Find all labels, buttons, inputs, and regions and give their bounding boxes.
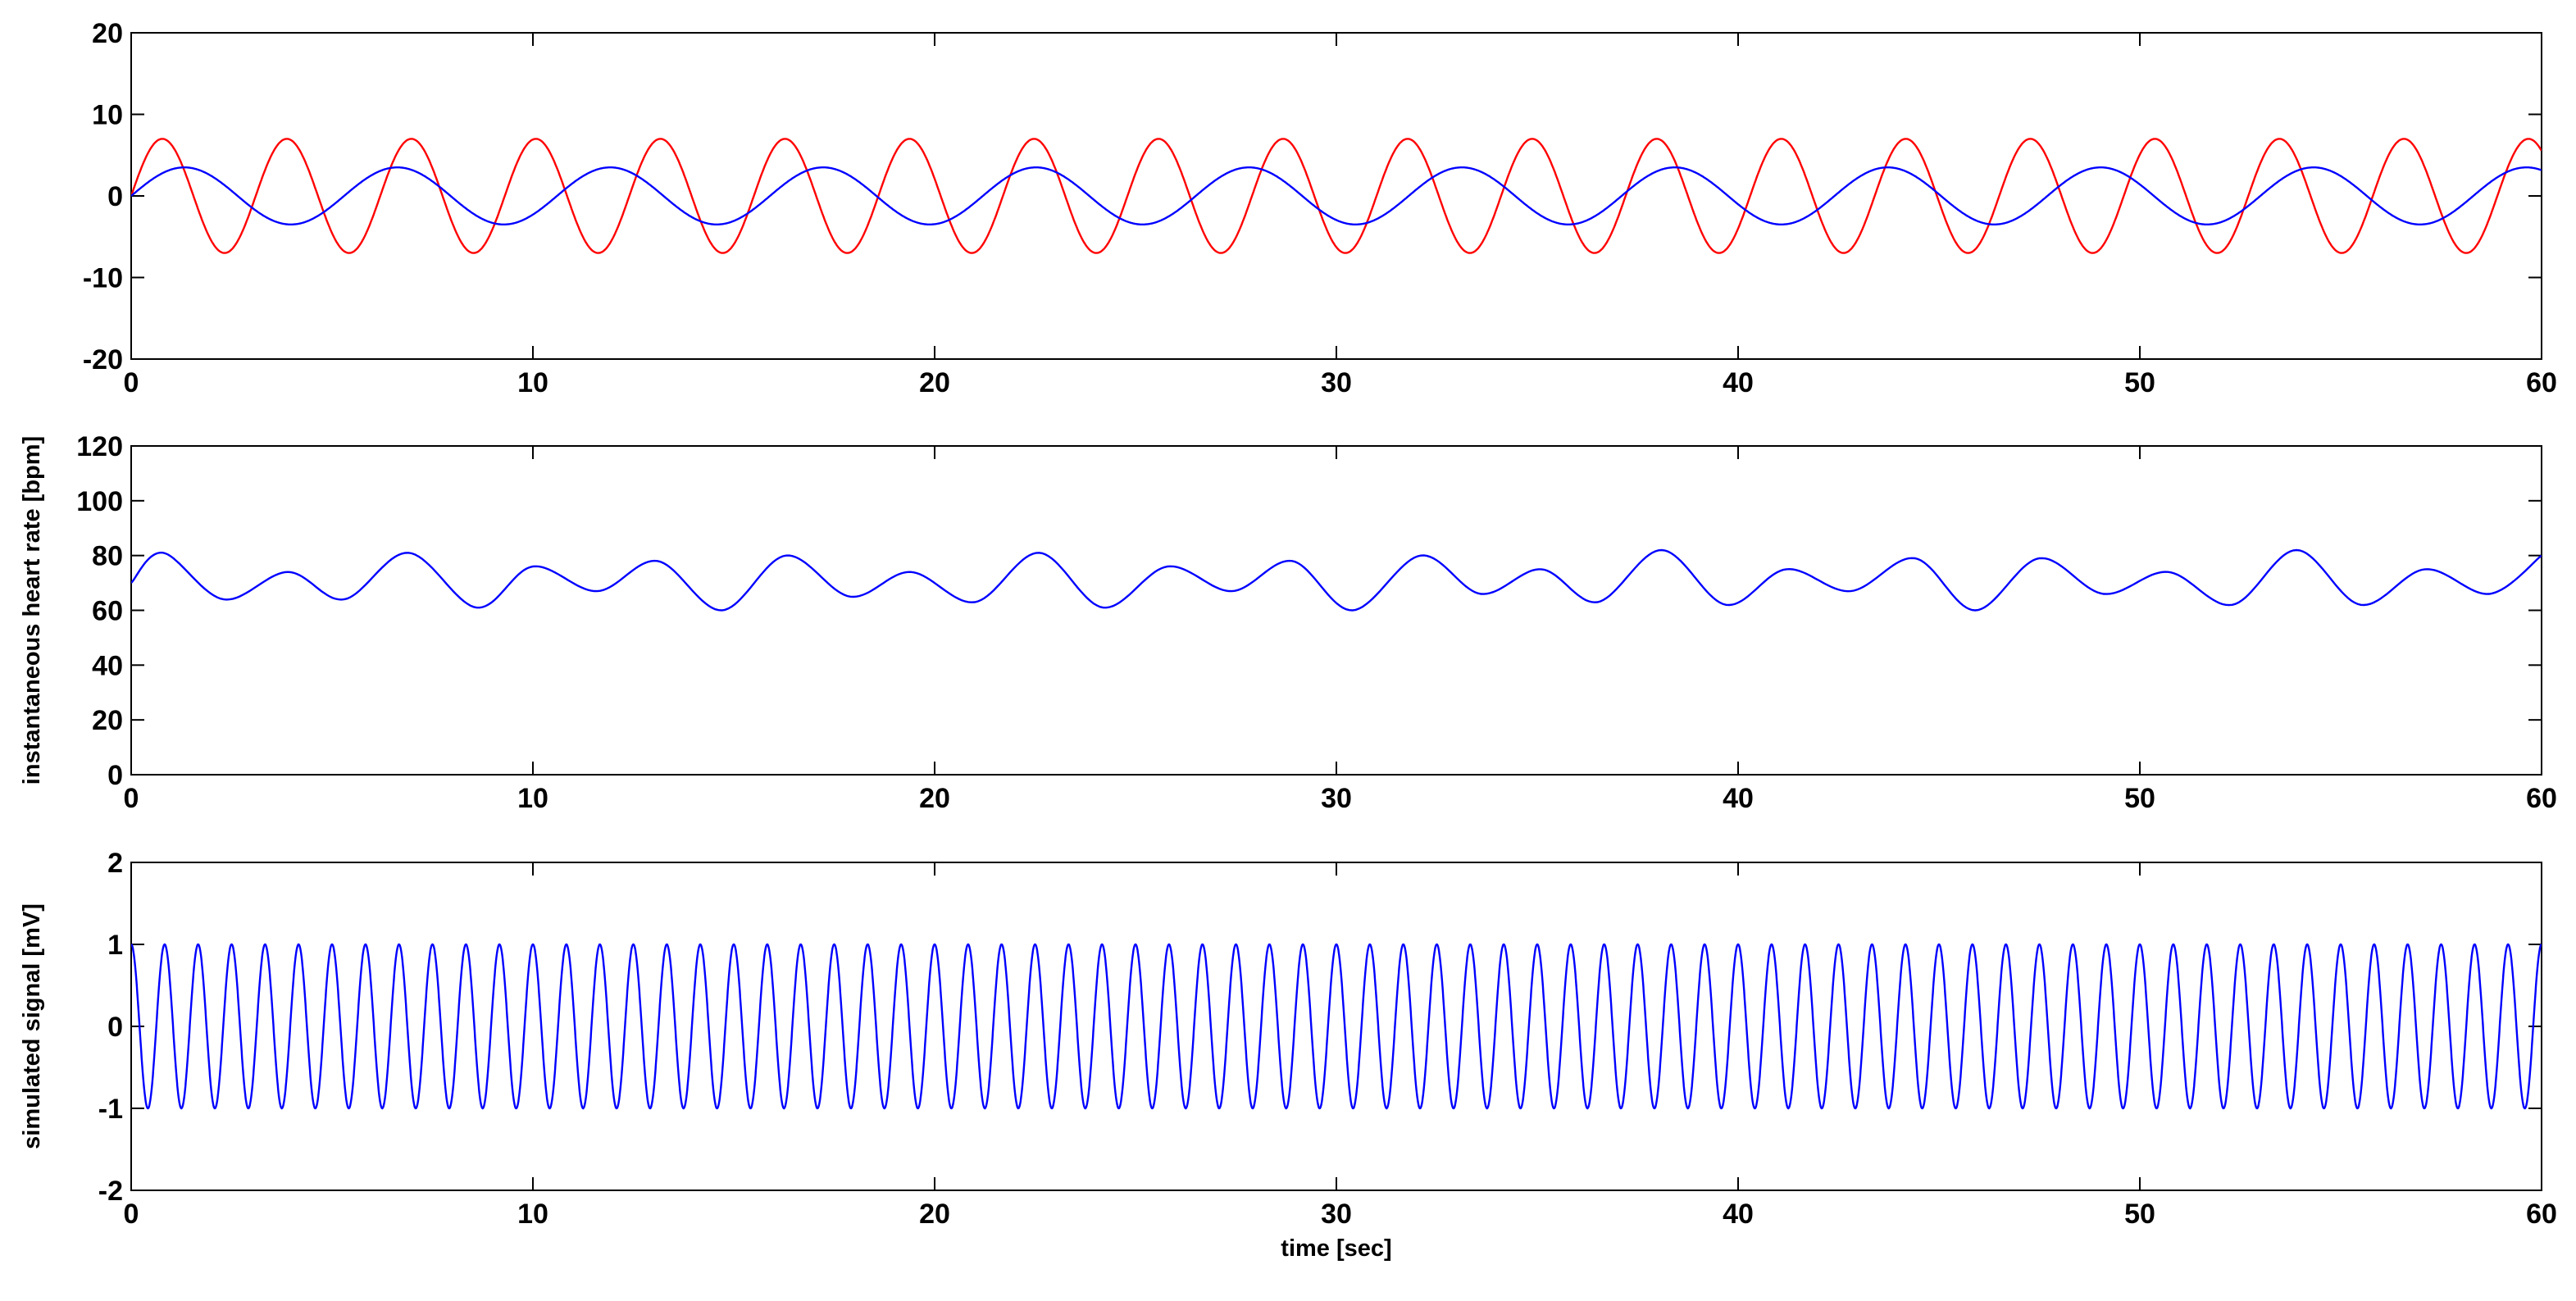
y-tick-label: 120 <box>76 431 123 462</box>
series-line-0 <box>131 548 2542 612</box>
x-tick-label: 40 <box>1723 367 1754 398</box>
y-tick-label: 20 <box>92 705 123 736</box>
y-tick-label: -20 <box>83 344 123 375</box>
y-tick-label: -2 <box>98 1176 123 1207</box>
x-tick-label: 40 <box>1723 783 1754 814</box>
x-tick-label: 20 <box>919 367 950 398</box>
series-line-1 <box>131 166 2542 225</box>
series-group <box>131 138 2542 254</box>
series-line-0 <box>131 943 2542 1110</box>
subplot-simulated-signal: 0 10 20 30 40 50 60 -2 -1 0 1 2 simulated signal [mV… <box>19 848 2557 1262</box>
x-tick-label: 0 <box>124 1199 139 1230</box>
subplot-top-waves: 0 10 20 30 40 50 60 -20 -10 0 10 20 <box>83 18 2557 398</box>
y-tick-label: 1 <box>107 930 123 961</box>
x-axis-label: time [sec] <box>1281 1235 1391 1262</box>
plot-area-frame <box>130 32 2542 360</box>
y-tick-label: 80 <box>92 541 123 572</box>
y-tick-label: 0 <box>107 181 123 212</box>
y-axis-label: simulated signal [mV] <box>19 903 45 1149</box>
x-tick-label: 30 <box>1321 367 1352 398</box>
y-axis-label: instantaneous heart rate [bpm] <box>19 436 45 785</box>
x-tick-label: 60 <box>2526 367 2557 398</box>
x-tick-label: 50 <box>2124 367 2155 398</box>
y-tick-label: 2 <box>107 848 123 879</box>
x-tick-label: 50 <box>2124 1199 2155 1230</box>
plot-area-frame <box>130 445 2542 776</box>
y-tick-label: 100 <box>76 486 123 517</box>
x-tick-label: 50 <box>2124 783 2155 814</box>
y-tick-label: -10 <box>83 263 123 294</box>
y-tick-label: 0 <box>107 1012 123 1043</box>
y-tick-label: 60 <box>92 596 123 627</box>
x-tick-label: 20 <box>919 1199 950 1230</box>
y-tick-label: 20 <box>92 18 123 49</box>
x-tick-label: 30 <box>1321 1199 1352 1230</box>
x-tick-label: 60 <box>2526 1199 2557 1230</box>
x-tick-label: 0 <box>124 783 139 814</box>
x-tick-label: 10 <box>517 783 548 814</box>
y-tick-label: 40 <box>92 650 123 681</box>
subplot-heart-rate: 0 10 20 30 40 50 60 0 20 40 60 80 100 120 instantaneou… <box>19 431 2557 814</box>
plot-area-frame <box>130 862 2542 1191</box>
y-tick-label: -1 <box>98 1094 123 1125</box>
x-tick-label: 30 <box>1321 783 1352 814</box>
x-tick-label: 10 <box>517 367 548 398</box>
x-tick-label: 60 <box>2526 783 2557 814</box>
x-tick-label: 0 <box>124 367 139 398</box>
series-group <box>131 943 2542 1110</box>
series-group <box>131 548 2542 612</box>
y-tick-label: 10 <box>92 100 123 131</box>
x-tick-label: 10 <box>517 1199 548 1230</box>
x-tick-label: 40 <box>1723 1199 1754 1230</box>
y-tick-label: 0 <box>107 760 123 791</box>
series-line-0 <box>131 138 2542 254</box>
x-tick-label: 20 <box>919 783 950 814</box>
